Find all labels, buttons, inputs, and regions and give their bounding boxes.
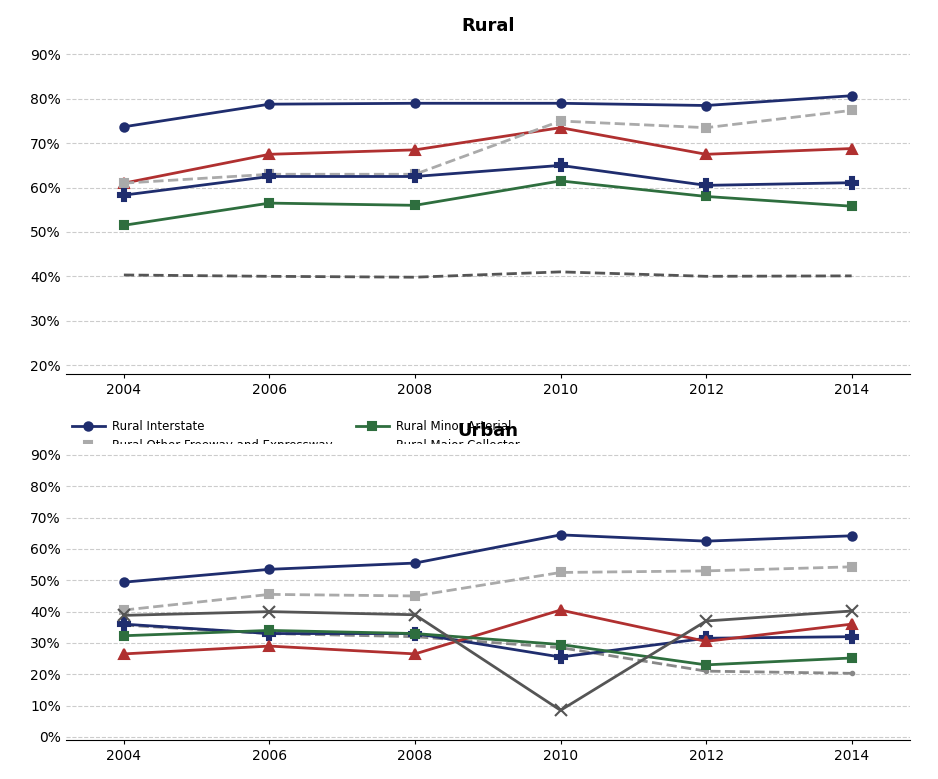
Legend: Rural Interstate, Rural Other Freeway and Expressway, Rural Other Principal Arte: Rural Interstate, Rural Other Freeway an… [71, 420, 625, 471]
Title: Urban: Urban [457, 421, 519, 439]
Title: Rural: Rural [461, 16, 515, 34]
